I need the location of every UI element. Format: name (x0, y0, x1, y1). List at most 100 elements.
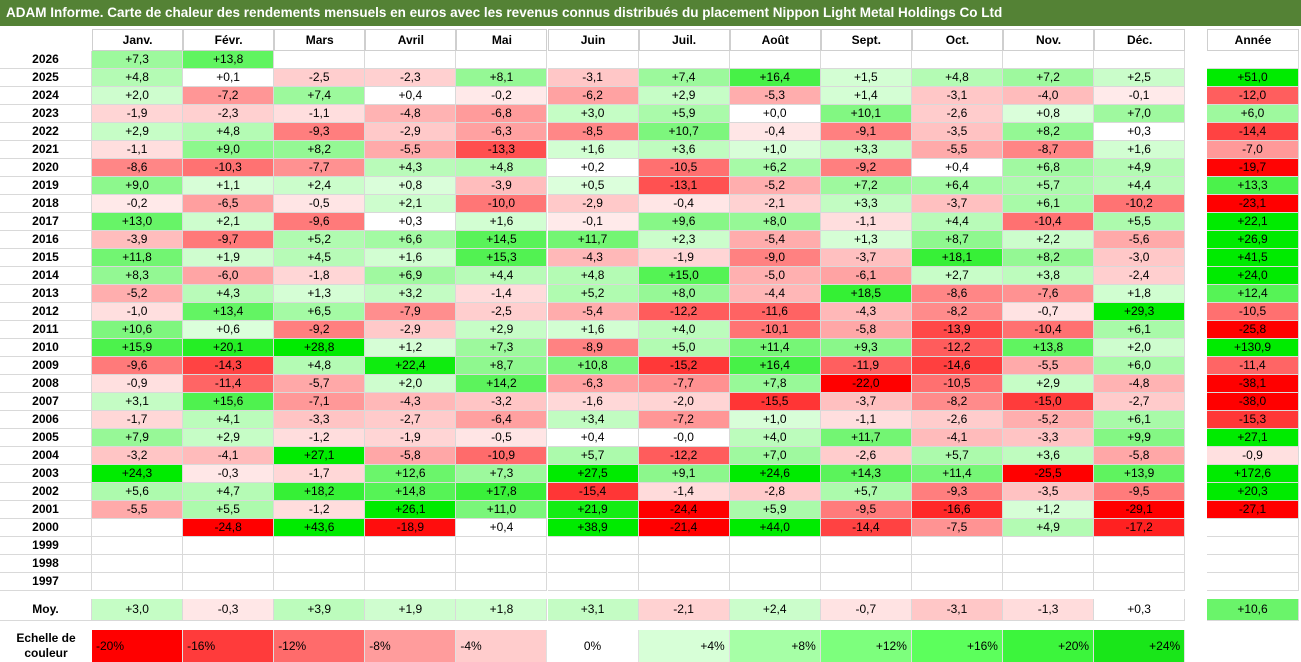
heatmap-cell (365, 51, 457, 69)
year-label: 2004 (0, 447, 92, 465)
heatmap-cell (638, 573, 730, 591)
heatmap-cell: -3,1 (547, 69, 639, 87)
heatmap-cell (547, 537, 639, 555)
heatmap-cell (547, 555, 639, 573)
heatmap-cell: +0,4 (456, 519, 548, 537)
heatmap-cell: -10,5 (638, 159, 730, 177)
heatmap-cell (365, 555, 457, 573)
year-label: 2016 (0, 231, 92, 249)
year-label: 2011 (0, 321, 92, 339)
average-cell: +1,9 (365, 599, 457, 621)
heatmap-cell: +15,6 (183, 393, 275, 411)
annual-cell: +51,0 (1207, 69, 1299, 87)
heatmap-cell: +15,9 (92, 339, 184, 357)
heatmap-cell: +16,4 (729, 69, 821, 87)
heatmap-cell (456, 555, 548, 573)
heatmap-cell: +7,9 (92, 429, 184, 447)
annual-cell: +130,9 (1207, 339, 1299, 357)
annual-cell (1207, 537, 1299, 555)
heatmap-cell: -4,8 (365, 105, 457, 123)
heatmap-cell: -3,9 (456, 177, 548, 195)
heatmap-cell (547, 573, 639, 591)
heatmap-cell: +24,3 (92, 465, 184, 483)
heatmap-cell: +11,7 (820, 429, 912, 447)
heatmap-cell: -5,7 (274, 375, 366, 393)
average-cell: +3,1 (547, 599, 639, 621)
heatmap-cell: -0,9 (92, 375, 184, 393)
color-scale-stop: +24% (1094, 630, 1186, 662)
heatmap-cell: +7,3 (92, 51, 184, 69)
col-header: Sept. (820, 29, 912, 51)
heatmap-cell: -2,8 (729, 483, 821, 501)
heatmap-cell: +2,9 (638, 87, 730, 105)
average-cell: -0,3 (183, 599, 275, 621)
heatmap-cell: +1,8 (1094, 285, 1186, 303)
year-label: 2022 (0, 123, 92, 141)
heatmap-cell: +3,0 (547, 105, 639, 123)
heatmap-cell: +0,8 (1003, 105, 1095, 123)
heatmap-cell (729, 537, 821, 555)
heatmap-cell: -9,2 (820, 159, 912, 177)
heatmap-cell (274, 51, 366, 69)
heatmap-cell: +1,2 (1003, 501, 1095, 519)
annual-cell (1207, 573, 1299, 591)
annual-cell: -38,1 (1207, 375, 1299, 393)
annual-cell: +12,4 (1207, 285, 1299, 303)
heatmap-cell: +18,1 (911, 249, 1003, 267)
average-cell: +3,0 (92, 599, 184, 621)
heatmap-cell: +13,8 (183, 51, 275, 69)
heatmap-cell: +38,9 (547, 519, 639, 537)
annual-cell: +22,1 (1207, 213, 1299, 231)
heatmap-cell: -6,2 (547, 87, 639, 105)
heatmap-cell: +2,7 (911, 267, 1003, 285)
heatmap-cell: +4,8 (274, 357, 366, 375)
heatmap-cell (911, 573, 1003, 591)
heatmap-cell: -0,2 (92, 195, 184, 213)
average-annual-cell: +10,6 (1207, 599, 1299, 621)
heatmap-cell: -5,4 (547, 303, 639, 321)
color-scale-stop: +20% (1003, 630, 1095, 662)
heatmap-cell: -7,7 (274, 159, 366, 177)
heatmap-cell: +4,3 (183, 285, 275, 303)
heatmap-cell: +4,4 (456, 267, 548, 285)
heatmap-cell: -11,4 (183, 375, 275, 393)
heatmap-cell: -2,6 (911, 105, 1003, 123)
heatmap-cell: +6,1 (1003, 195, 1095, 213)
heatmap-cell: -2,3 (183, 105, 275, 123)
heatmap-cell: +8,1 (456, 69, 548, 87)
heatmap-cell: +1,6 (456, 213, 548, 231)
heatmap-cell: +44,0 (729, 519, 821, 537)
heatmap-cell: +9,6 (638, 213, 730, 231)
year-label: 1998 (0, 555, 92, 573)
year-label: 2015 (0, 249, 92, 267)
heatmap-cell: +7,3 (456, 465, 548, 483)
heatmap-cell (365, 537, 457, 555)
heatmap-cell: -1,9 (638, 249, 730, 267)
heatmap-cell: +11,8 (92, 249, 184, 267)
heatmap-cell: +22,4 (365, 357, 457, 375)
average-cell: -1,3 (1003, 599, 1095, 621)
heatmap-cell: +13,4 (183, 303, 275, 321)
heatmap-cell: +8,2 (1003, 123, 1095, 141)
heatmap-cell: +5,7 (547, 447, 639, 465)
heatmap-cell: +4,9 (1094, 159, 1186, 177)
heatmap-cell: +24,6 (729, 465, 821, 483)
heatmap-cell: -1,1 (92, 141, 184, 159)
heatmap-cell: -11,9 (820, 357, 912, 375)
heatmap-cell: -10,4 (1003, 321, 1095, 339)
heatmap-cell: -1,2 (274, 501, 366, 519)
heatmap-cell: +12,6 (365, 465, 457, 483)
annual-cell: -12,0 (1207, 87, 1299, 105)
heatmap-cell: -22,0 (820, 375, 912, 393)
heatmap-cell: +5,9 (729, 501, 821, 519)
heatmap-cell (911, 51, 1003, 69)
heatmap-cell (911, 537, 1003, 555)
heatmap-cell: -15,4 (547, 483, 639, 501)
heatmap-cell: +15,3 (456, 249, 548, 267)
heatmap-cell (183, 555, 275, 573)
year-label: 2019 (0, 177, 92, 195)
heatmap-cell: +4,8 (183, 123, 275, 141)
color-scale-stop: +16% (911, 630, 1003, 662)
heatmap-cell: -0,4 (729, 123, 821, 141)
